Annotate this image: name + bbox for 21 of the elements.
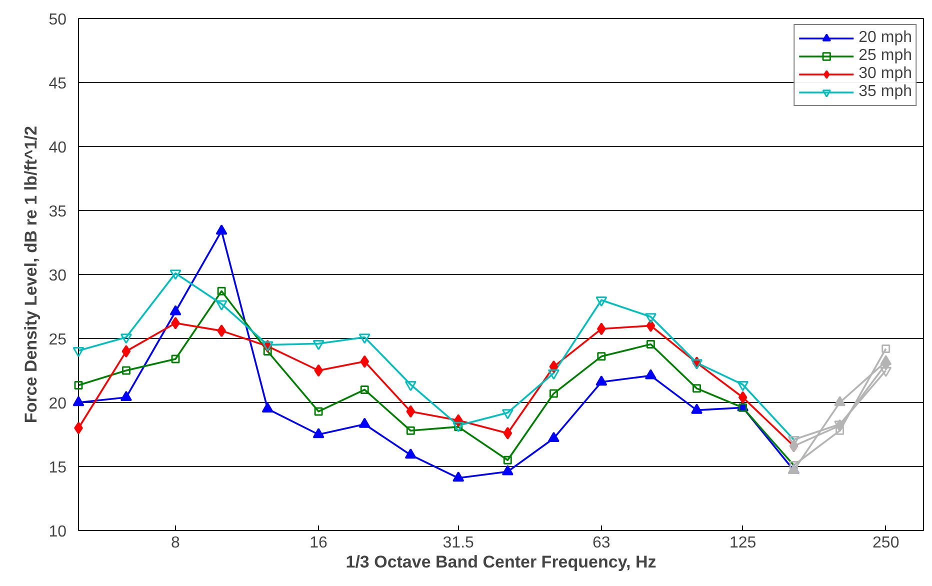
y-tick-label: 35 (48, 204, 67, 220)
y-tick-label: 30 (48, 268, 67, 284)
x-tick-label: 31.5 (442, 534, 474, 552)
y-tick-label: 20 (48, 396, 67, 412)
x-tick-label: 16 (310, 534, 328, 552)
y-axis-title: Force Density Level, dB re 1 lb/ft^1/2 (22, 126, 41, 424)
y-tick-label: 10 (48, 524, 67, 540)
x-tick-label: 63 (592, 534, 610, 552)
y-tick-label: 50 (48, 12, 67, 28)
x-axis-title: 1/3 Octave Band Center Frequency, Hz (346, 552, 656, 572)
x-tick-label: 8 (171, 534, 180, 552)
y-tick-label: 15 (48, 460, 67, 476)
y-tick-label: 40 (48, 140, 67, 156)
x-tick-label: 125 (729, 534, 756, 552)
legend-label: 25 mph (858, 47, 912, 65)
legend-label: 30 mph (858, 65, 912, 83)
x-tick-label: 250 (872, 534, 900, 552)
legend-label: 35 mph (858, 83, 912, 101)
y-tick-label: 25 (48, 332, 67, 348)
y-tick-label: 45 (48, 76, 67, 92)
legend-label: 20 mph (858, 29, 912, 47)
